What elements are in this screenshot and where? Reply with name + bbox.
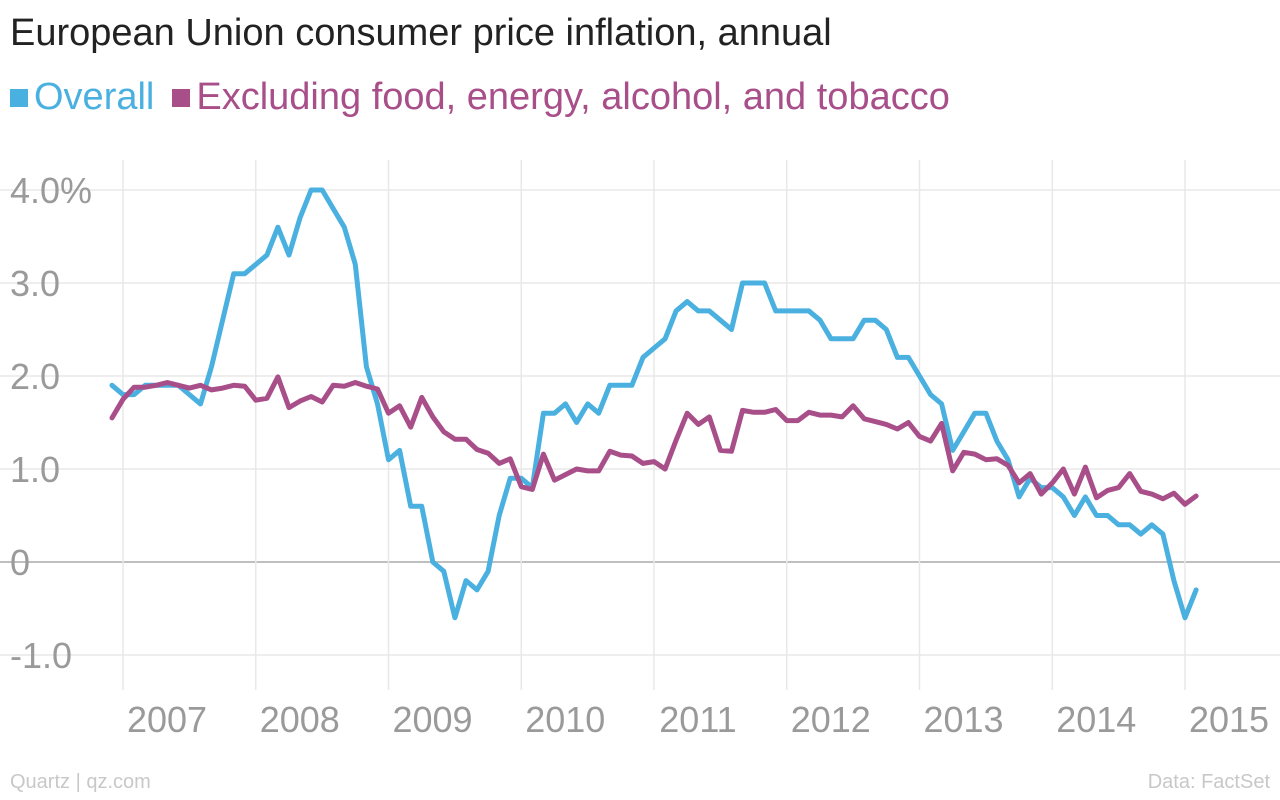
series-line-overall [109,187,1199,621]
y-tick-label: 3.0 [10,263,60,304]
series-lines [109,187,1199,621]
x-tick-label: 2014 [1056,699,1136,740]
legend-label-overall: Overall [34,76,155,118]
x-tick-label: 2008 [260,699,340,740]
gridlines [0,160,1280,690]
chart-title: European Union consumer price inflation,… [10,12,832,54]
axis-labels: 4.0% 3.0 2.0 1.0 0 -1.0 2007 2008 2009 2010 2011 20… [10,170,1269,740]
x-tick-label: 2009 [392,699,472,740]
chart-legend: Overall Excluding food, energy, alcohol,… [10,76,968,119]
x-tick-label: 2012 [791,699,871,740]
x-tick-label: 2013 [923,699,1003,740]
y-tick-label: 0 [10,542,30,583]
x-tick-label: 2011 [659,699,736,740]
legend-swatch-excluding [172,88,191,107]
legend-item-overall: Overall [10,76,154,119]
series-line-excluding [109,374,1199,507]
legend-swatch-overall [10,88,28,107]
x-tick-label: 2010 [525,699,605,740]
x-tick-label: 2007 [127,699,207,740]
y-tick-label: 1.0 [10,449,60,490]
source-credit: Quartz | qz.com [10,771,151,793]
y-tick-label: 2.0 [10,356,60,397]
data-source: Data: FactSet [1147,771,1270,793]
legend-label-excluding: Excluding food, energy, alcohol, and tob… [196,76,950,118]
legend-item-excluding: Excluding food, energy, alcohol, and tob… [172,76,950,119]
x-tick-label: 2015 [1189,699,1269,740]
y-tick-label: -1.0 [10,635,72,676]
y-tick-label: 4.0% [10,170,92,211]
